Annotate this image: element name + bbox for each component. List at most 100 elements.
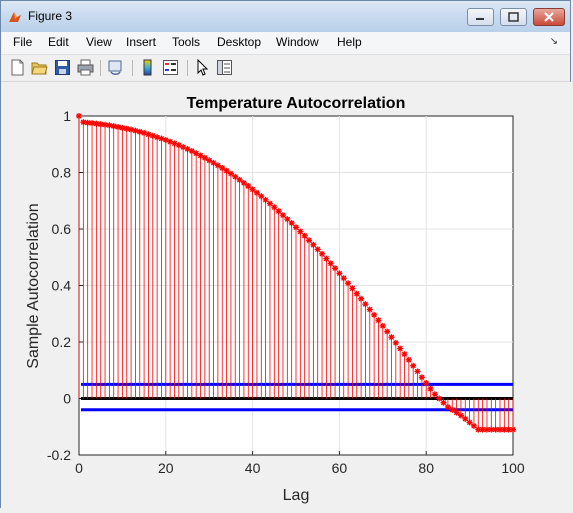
window-title: Figure 3 — [28, 9, 73, 23]
print-icon[interactable] — [77, 59, 94, 76]
star-stroke — [289, 220, 295, 226]
star-stroke — [163, 137, 169, 143]
menu-file[interactable]: File — [13, 35, 33, 49]
colorbar-icon[interactable] — [139, 59, 156, 76]
star-marker — [275, 208, 282, 215]
star-stroke — [388, 334, 395, 340]
star-stroke — [271, 204, 277, 210]
save-icon[interactable] — [54, 59, 71, 76]
y-tick-label: 1 — [63, 108, 71, 124]
star-stroke — [119, 125, 126, 131]
chart-title: Temperature Autocorrelation — [187, 95, 406, 112]
dock-arrow-icon[interactable]: ↘ — [549, 36, 558, 47]
star-stroke — [262, 197, 269, 203]
star-stroke — [215, 162, 221, 169]
star-marker — [188, 148, 195, 155]
star-stroke — [111, 123, 117, 129]
star-stroke — [375, 317, 382, 323]
star-marker — [258, 193, 265, 200]
star-stroke — [154, 134, 160, 140]
y-tick-label: -0.2 — [47, 447, 71, 463]
star-stroke — [184, 146, 191, 152]
star-stroke — [436, 395, 442, 402]
star-marker — [423, 379, 430, 386]
star-stroke — [128, 126, 134, 133]
star-stroke — [371, 312, 377, 318]
star-marker — [319, 250, 326, 257]
maximize-button[interactable] — [500, 8, 527, 26]
star-stroke — [367, 306, 373, 313]
star-marker — [457, 412, 464, 419]
menu-help[interactable]: Help — [337, 35, 362, 49]
y-tick-label: 0.8 — [52, 165, 72, 181]
x-tick-label: 60 — [332, 460, 348, 476]
star-marker — [236, 176, 243, 183]
star-stroke — [419, 374, 425, 380]
star-stroke — [89, 120, 95, 126]
star-marker — [483, 426, 490, 433]
star-stroke — [397, 345, 403, 352]
star-stroke — [479, 426, 486, 433]
star-stroke — [410, 363, 416, 369]
link-icon[interactable] — [107, 59, 124, 76]
star-stroke — [145, 131, 152, 138]
star-stroke — [275, 208, 282, 214]
star-stroke — [440, 400, 447, 406]
star-marker — [436, 395, 443, 402]
star-stroke — [189, 148, 195, 154]
star-marker — [340, 275, 347, 282]
star-stroke — [137, 129, 143, 135]
menu-edit[interactable]: Edit — [48, 35, 69, 49]
star-stroke — [115, 124, 121, 130]
close-button[interactable] — [533, 8, 565, 26]
stem-markers — [76, 113, 516, 433]
menu-window[interactable]: Window — [276, 35, 319, 49]
menu-view[interactable]: View — [86, 35, 112, 49]
star-stroke — [102, 122, 108, 128]
menu-insert[interactable]: Insert — [126, 35, 157, 49]
matlab-icon — [9, 12, 21, 22]
open-file-icon[interactable] — [31, 59, 48, 76]
x-tick-labels: 0 20 40 60 80 100 — [75, 460, 525, 476]
star-stroke — [323, 256, 330, 262]
star-stroke — [206, 157, 212, 164]
star-stroke — [236, 177, 243, 183]
star-marker — [76, 113, 82, 119]
star-marker — [106, 122, 113, 129]
minimize-button[interactable] — [467, 8, 494, 26]
star-marker — [336, 270, 343, 277]
star-stroke — [328, 260, 334, 267]
star-stroke — [453, 409, 460, 416]
y-tick-label: 0.2 — [52, 334, 72, 350]
star-marker — [345, 280, 352, 287]
star-stroke — [401, 351, 408, 357]
stem-series — [78, 116, 514, 430]
star-stroke — [176, 142, 182, 148]
star-stroke — [258, 193, 264, 199]
star-marker — [102, 121, 109, 128]
menu-desktop[interactable]: Desktop — [217, 35, 262, 49]
menu-tools[interactable]: Tools — [172, 35, 201, 49]
star-stroke — [349, 285, 356, 291]
star-marker — [332, 265, 339, 272]
star-marker — [293, 224, 299, 231]
star-stroke — [280, 212, 286, 218]
pointer-icon[interactable] — [194, 59, 211, 76]
star-stroke — [384, 328, 390, 335]
star-stroke — [297, 228, 303, 235]
star-marker — [227, 170, 234, 177]
star-marker — [384, 328, 391, 335]
title-bar[interactable]: Figure 3 — [1, 1, 570, 32]
star-marker — [266, 200, 273, 207]
star-marker — [284, 216, 291, 223]
star-stroke — [254, 190, 260, 196]
legend-icon[interactable] — [162, 59, 179, 76]
star-marker — [206, 157, 213, 164]
star-stroke — [449, 407, 455, 413]
x-axis-label: Lag — [283, 487, 310, 504]
x-tick-label: 40 — [245, 460, 261, 476]
new-figure-icon[interactable] — [9, 59, 26, 76]
property-editor-icon[interactable] — [216, 59, 233, 76]
star-stroke — [380, 323, 386, 329]
